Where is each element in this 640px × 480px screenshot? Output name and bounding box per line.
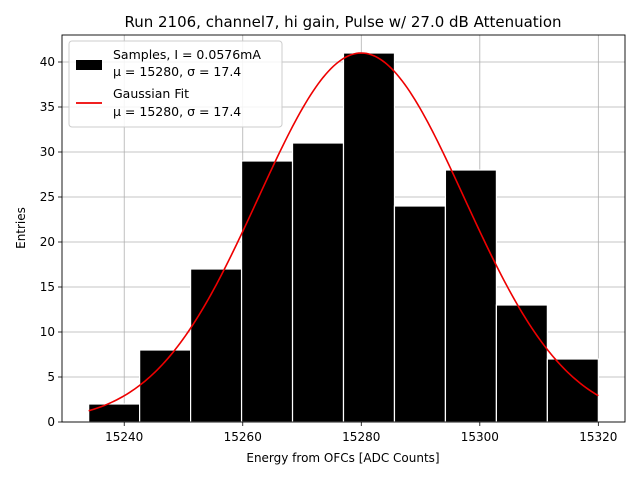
chart-title: Run 2106, channel7, hi gain, Pulse w/ 27… <box>124 13 561 31</box>
legend-box <box>68 40 283 128</box>
x-tick-label: 15320 <box>579 430 617 444</box>
histogram-bars <box>88 52 599 423</box>
y-tick-label: 40 <box>40 55 55 69</box>
histogram-bar <box>495 304 548 423</box>
y-axis-label: Entries <box>14 207 28 249</box>
x-tick-label: 15240 <box>105 430 143 444</box>
histogram-bar <box>240 160 294 423</box>
y-tick-label: 0 <box>47 415 55 429</box>
y-tick-label: 25 <box>40 190 55 204</box>
histogram-bar <box>342 52 396 423</box>
histogram-bar <box>88 403 141 423</box>
histogram-bar <box>190 268 243 423</box>
y-tick-label: 30 <box>40 145 55 159</box>
x-tick-label: 15260 <box>224 430 262 444</box>
y-tick-label: 20 <box>40 235 55 249</box>
legend-fit-stats: μ = 15280, σ = 17.4 <box>113 104 241 119</box>
y-axis-ticks: 0 5 10 15 20 25 30 35 40 <box>40 55 62 429</box>
y-tick-label: 10 <box>40 325 55 339</box>
x-axis-ticks: 15240 15260 15280 15300 15320 <box>105 422 617 444</box>
legend-histogram-stats: μ = 15280, σ = 17.4 <box>113 64 241 79</box>
x-tick-label: 15280 <box>342 430 380 444</box>
legend-fit-label: Gaussian Fit <box>113 86 189 101</box>
histogram-bar <box>291 142 345 423</box>
x-axis-label: Energy from OFCs [ADC Counts] <box>246 451 439 465</box>
y-tick-label: 15 <box>40 280 55 294</box>
y-tick-label: 35 <box>40 100 55 114</box>
legend-histogram-swatch <box>76 60 102 70</box>
y-tick-label: 5 <box>47 370 55 384</box>
x-tick-label: 15300 <box>461 430 499 444</box>
legend: Samples, I = 0.0576mA μ = 15280, σ = 17.… <box>68 40 283 128</box>
histogram-bar <box>393 205 447 423</box>
plot-frame <box>61 34 626 423</box>
histogram-bar <box>444 169 497 423</box>
gaussian-fit-curve <box>88 52 599 412</box>
legend-histogram-label: Samples, I = 0.0576mA <box>113 47 261 62</box>
